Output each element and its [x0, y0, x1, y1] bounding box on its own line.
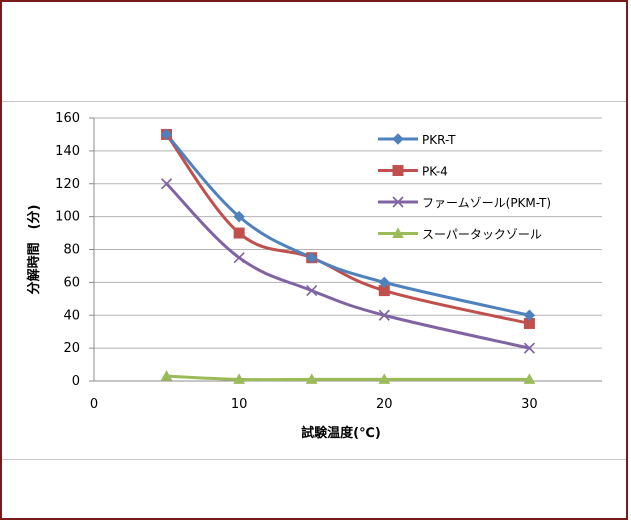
y-tick-label: 0 [72, 374, 80, 389]
legend-label: ファームゾール(PKM-T) [422, 196, 551, 210]
data-point-marker [161, 178, 173, 190]
y-axis-title: 分解時間 (分) [26, 205, 42, 295]
data-point-marker [378, 276, 390, 289]
chart-svg: 0 20 40 60 80 100 120 140 160 0 10 20 30 試験温度(℃) 分解時間 … [26, 111, 602, 441]
y-tick-label: 40 [63, 308, 80, 323]
data-point-marker [233, 252, 245, 264]
legend-marker [392, 196, 404, 208]
x-tick-label: 30 [521, 397, 538, 412]
y-tick-label: 120 [55, 177, 80, 192]
data-point-marker [523, 373, 536, 384]
data-point-marker [523, 309, 536, 321]
y-tick-label: 140 [55, 144, 80, 159]
x-tick-label: 20 [376, 397, 393, 412]
y-tick-label: 60 [63, 275, 80, 290]
data-point-marker [306, 252, 318, 264]
data-point-marker [306, 285, 318, 297]
data-point-marker [160, 128, 173, 141]
data-point-marker [233, 227, 245, 239]
series-line-0 [165, 132, 531, 317]
y-tick-label: 160 [55, 111, 80, 126]
legend-marker [392, 165, 404, 176]
legend-marker [392, 227, 404, 238]
y-tick-label: 20 [63, 341, 80, 356]
y-tick-label: 100 [55, 210, 80, 225]
data-point-marker [233, 373, 245, 384]
chart-panel: 0 20 40 60 80 100 120 140 160 0 10 20 30 試験温度(℃) 分解時間 … [2, 101, 626, 460]
data-point-marker [305, 373, 318, 384]
data-point-marker [160, 370, 173, 381]
data-point-marker [523, 342, 535, 354]
series-line-3 [165, 374, 531, 382]
data-point-marker [378, 309, 390, 321]
x-tick-label: 0 [90, 397, 98, 412]
x-tick-label: 10 [231, 397, 248, 412]
data-point-marker [378, 373, 391, 384]
data-point-marker [233, 210, 245, 223]
legend-label: PKR-T [422, 133, 456, 147]
legend-label: PK-4 [422, 165, 448, 179]
legend-marker [392, 133, 404, 145]
x-axis-title: 試験温度(℃) [301, 425, 381, 441]
y-tick-label: 80 [63, 243, 80, 258]
legend-label: スーパータックゾール [422, 228, 542, 242]
